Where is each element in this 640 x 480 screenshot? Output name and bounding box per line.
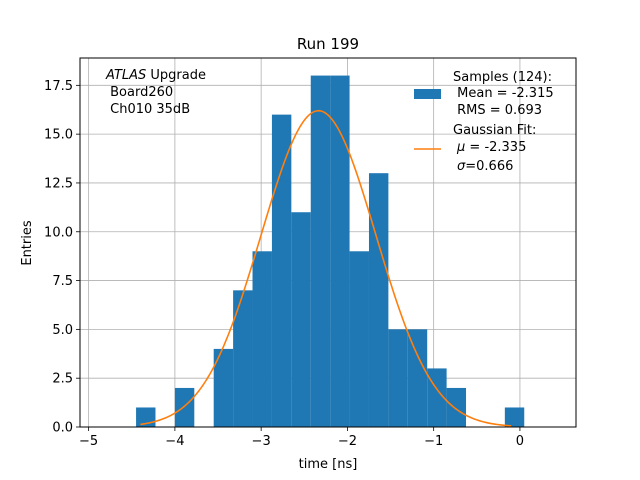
y-tick-label-0: 0.0 [52, 421, 73, 436]
x-tick-label-1: −4 [165, 434, 184, 449]
y-tick-label-6: 15.0 [44, 128, 73, 143]
annotation-upgrade: Upgrade [146, 68, 206, 83]
histogram-bar-11 [349, 251, 369, 427]
x-tick-label-0: −5 [79, 434, 98, 449]
atlas-annotation: ATLAS Upgrade Board260 Ch010 35dB [105, 68, 206, 117]
annotation-line-1: ATLAS Upgrade [105, 68, 206, 83]
x-axis-label: time [ns] [299, 457, 358, 472]
y-axis-label: Entries [20, 220, 35, 266]
histogram-bar-2 [174, 387, 195, 427]
x-ticks: −5 −4 −3 −2 −1 0 [79, 427, 524, 449]
histogram-bar-12 [368, 173, 389, 427]
axes-frame [79, 57, 577, 428]
histogram-bar-14 [407, 329, 428, 427]
legend-samples-header: Samples (124): [453, 70, 552, 85]
legend-samples-rms: RMS = 0.693 [453, 103, 542, 118]
histogram-bar-7 [271, 114, 292, 427]
legend-fit-mu: μ = -2.335 [456, 140, 526, 155]
y-tick-label-4: 10.0 [44, 225, 73, 240]
legend-fit-sigma: σ=0.666 [457, 159, 513, 174]
x-tick-label-3: −2 [338, 434, 357, 449]
legend-sigma-value: =0.666 [465, 159, 513, 174]
y-tick-label-7: 17.5 [44, 79, 73, 94]
x-tick-label-5: 0 [516, 434, 524, 449]
histogram-bar-16 [446, 387, 467, 427]
y-ticks: 0.0 2.5 5.0 7.5 10.0 12.5 15.0 17.5 [44, 79, 80, 436]
y-tick-label-2: 5.0 [52, 323, 73, 338]
annotation-line-2: Board260 [106, 85, 173, 100]
histogram-bar-19 [504, 407, 525, 427]
annotation-line-3: Ch010 35dB [106, 102, 190, 117]
histogram-bars [136, 75, 525, 428]
legend-fit-header: Gaussian Fit: [453, 123, 536, 138]
legend-samples-swatch [414, 89, 441, 99]
chart-title: Run 199 [297, 35, 359, 53]
y-tick-label-1: 2.5 [52, 372, 73, 387]
histogram-bar-8 [291, 212, 311, 427]
y-tick-label-3: 7.5 [52, 274, 73, 289]
legend-samples-mean: Mean = -2.315 [453, 86, 554, 101]
fit-curve [140, 109, 512, 427]
histogram-bar-10 [330, 75, 350, 428]
y-tick-label-5: 12.5 [44, 176, 73, 191]
histogram-bar-6 [252, 251, 272, 427]
x-tick-label-2: −3 [252, 434, 271, 449]
legend-mu-symbol: μ [456, 140, 465, 155]
histogram-bar-9 [310, 75, 331, 428]
gaussian-fit [140, 109, 512, 427]
histogram-bar-4 [213, 348, 234, 427]
annotation-atlas: ATLAS [105, 68, 146, 83]
x-tick-label-4: −1 [424, 434, 443, 449]
legend: Samples (124): Mean = -2.315 RMS = 0.693… [414, 70, 554, 174]
legend-sigma-symbol: σ [457, 159, 466, 174]
histogram-bar-5 [233, 290, 253, 427]
histogram-bar-13 [388, 329, 408, 427]
legend-mu-value: = -2.335 [465, 140, 526, 155]
